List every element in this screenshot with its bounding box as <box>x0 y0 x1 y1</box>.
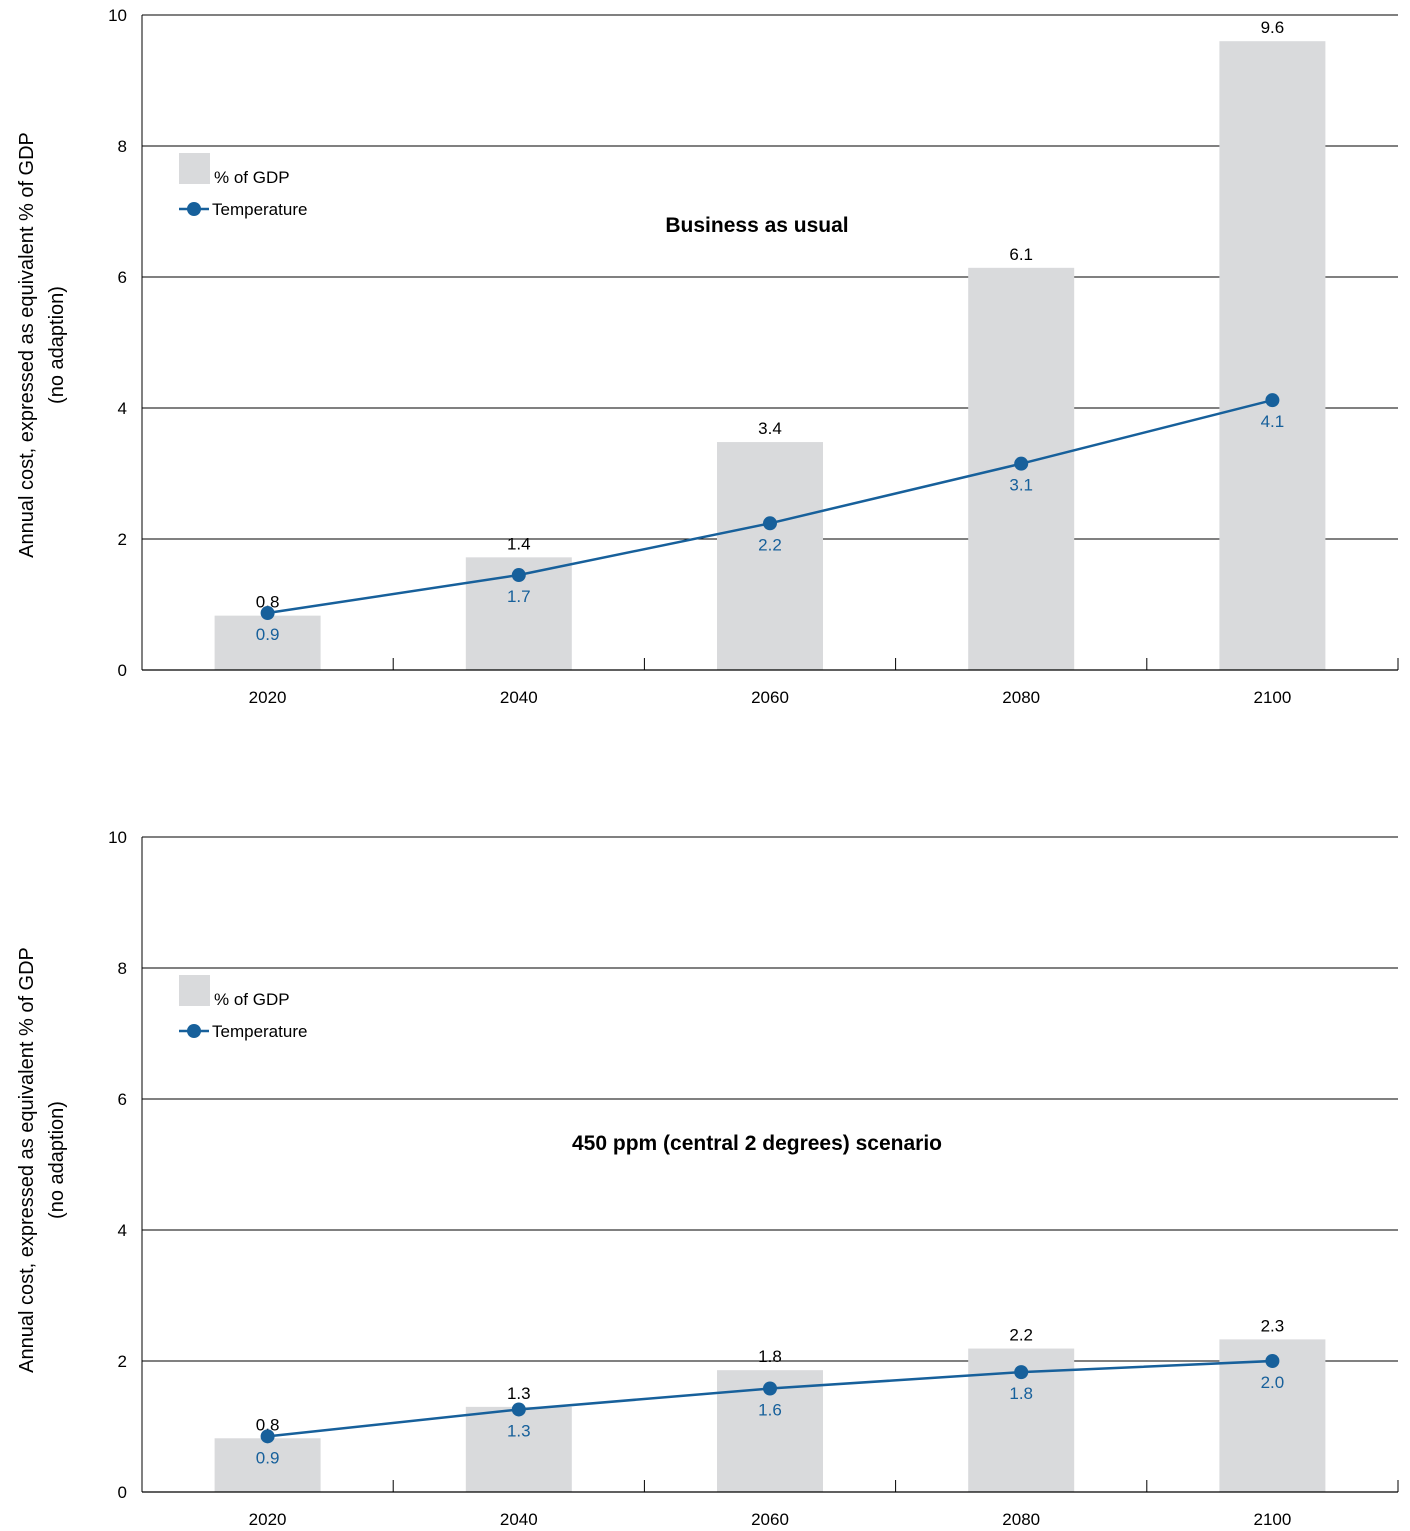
bar <box>214 1438 321 1492</box>
y-tick-label: 0 <box>118 661 127 680</box>
temperature-point <box>1014 1365 1029 1380</box>
x-tick-label: 2100 <box>1253 688 1291 707</box>
bar <box>465 1406 572 1492</box>
chart-panel-2: Annual cost, expressed as equivalent % o… <box>16 828 1399 1529</box>
y-tick-label: 10 <box>108 6 127 25</box>
bar-value-label: 3.4 <box>758 419 782 438</box>
bar <box>1219 41 1326 670</box>
temperature-value-label: 0.9 <box>256 1448 280 1467</box>
y-tick-label: 6 <box>118 268 127 287</box>
x-tick-label: 2020 <box>249 1510 287 1529</box>
chart-title: Business as usual <box>665 214 848 237</box>
x-tick-label: 2040 <box>500 1510 538 1529</box>
y-tick-label: 2 <box>118 1352 127 1371</box>
y-tick-label: 8 <box>118 137 127 156</box>
x-tick-label: 2080 <box>1002 1510 1040 1529</box>
temperature-point <box>763 516 777 531</box>
temperature-value-label: 2.0 <box>1261 1373 1285 1392</box>
y-axis-label: Annual cost, expressed as equivalent % o… <box>16 947 68 1373</box>
chart-panel-1: Annual cost, expressed as equivalent % o… <box>16 6 1399 707</box>
temperature-value-label: 1.6 <box>758 1401 782 1420</box>
temperature-value-label: 1.8 <box>1009 1384 1033 1403</box>
x-tick-label: 2060 <box>751 688 789 707</box>
legend-swatch-marker <box>187 1024 201 1038</box>
legend-label-line: Temperature <box>212 200 307 219</box>
temperature-value-label: 3.1 <box>1009 476 1033 495</box>
y-tick-label: 0 <box>118 1483 127 1502</box>
bar-value-label: 6.1 <box>1009 245 1033 264</box>
chart-title: 450 ppm (central 2 degrees) scenario <box>572 1132 942 1155</box>
bar-value-label: 2.3 <box>1261 1316 1285 1335</box>
y-tick-label: 8 <box>118 959 127 978</box>
bar-value-label: 2.2 <box>1009 1326 1033 1345</box>
temperature-point <box>1265 393 1280 408</box>
x-tick-label: 2040 <box>500 688 538 707</box>
legend-swatch-bar <box>179 153 210 184</box>
y-tick-label: 2 <box>118 530 127 549</box>
temperature-value-label: 2.2 <box>758 535 782 554</box>
bar-value-label: 9.6 <box>1261 18 1285 37</box>
temperature-value-label: 0.9 <box>256 625 280 644</box>
x-tick-label: 2100 <box>1253 1510 1291 1529</box>
y-tick-label: 10 <box>108 828 127 847</box>
bar-value-label: 1.8 <box>758 1347 782 1366</box>
temperature-value-label: 1.3 <box>507 1421 531 1440</box>
bar <box>214 615 321 670</box>
y-axis-label-line-1: Annual cost, expressed as equivalent % o… <box>16 947 38 1373</box>
legend-label-bar: % of GDP <box>214 168 290 187</box>
y-tick-label: 4 <box>118 1221 127 1240</box>
legend-swatch-bar <box>179 975 210 1006</box>
legend-swatch-marker <box>187 202 201 216</box>
legend-label-bar: % of GDP <box>214 990 290 1009</box>
bar-value-label: 0.8 <box>256 593 280 612</box>
temperature-point <box>260 606 275 621</box>
bar-value-label: 1.3 <box>507 1384 531 1403</box>
y-axis-label-line-1: Annual cost, expressed as equivalent % o… <box>16 132 38 558</box>
bar-value-label: 0.8 <box>256 1415 280 1434</box>
y-tick-label: 4 <box>118 399 127 418</box>
x-tick-label: 2020 <box>249 688 287 707</box>
temperature-point <box>260 1429 275 1444</box>
temperature-point <box>511 568 526 583</box>
bar-value-label: 1.4 <box>507 534 531 553</box>
temperature-point <box>1014 456 1029 471</box>
bar <box>717 442 823 670</box>
y-axis-label-line-2: (no adaption) <box>46 286 68 404</box>
y-axis-label-line-2: (no adaption) <box>46 1101 68 1219</box>
legend-label-line: Temperature <box>212 1022 307 1041</box>
temperature-point <box>1265 1354 1280 1368</box>
temperature-point <box>763 1381 777 1396</box>
temperature-value-label: 1.7 <box>507 587 531 606</box>
x-tick-label: 2080 <box>1002 688 1040 707</box>
temperature-point <box>511 1402 526 1417</box>
x-tick-label: 2060 <box>751 1510 789 1529</box>
temperature-value-label: 4.1 <box>1261 412 1285 431</box>
y-axis-label: Annual cost, expressed as equivalent % o… <box>16 132 68 558</box>
y-tick-label: 6 <box>118 1090 127 1109</box>
